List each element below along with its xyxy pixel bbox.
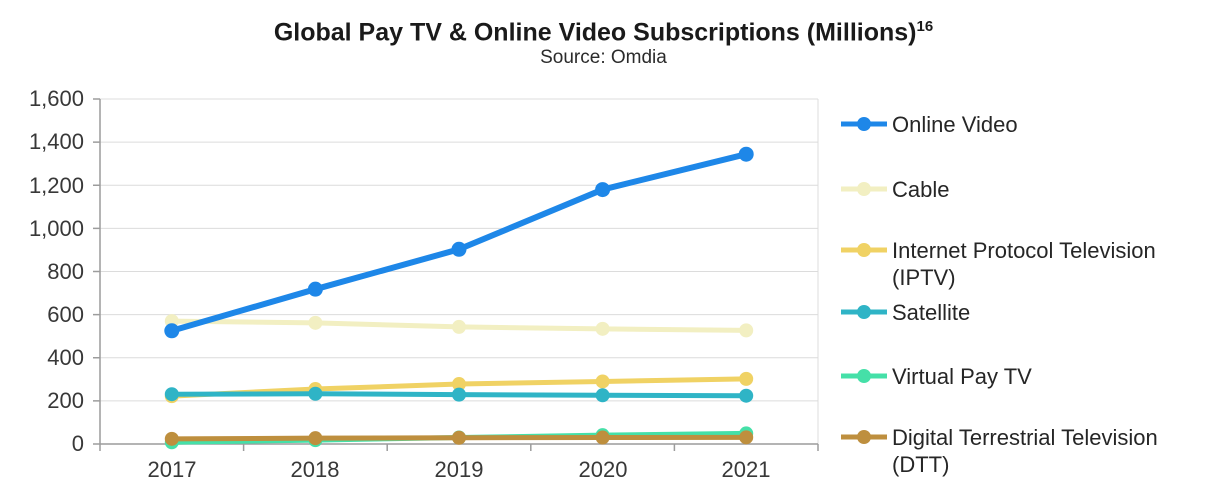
legend-marker-virtual-pay-tv xyxy=(841,369,887,383)
x-tick-label: 2018 xyxy=(290,457,340,482)
x-tick-label: 2017 xyxy=(147,457,197,482)
y-tick-label: 0 xyxy=(71,431,84,456)
chart-title: Global Pay TV & Online Video Subscriptio… xyxy=(0,18,1207,47)
x-tick-label: 2020 xyxy=(578,457,628,482)
legend-label: Online Video xyxy=(892,112,1018,137)
legend-label: Cable xyxy=(892,177,950,202)
legend-item-online-video: Online Video xyxy=(840,111,1018,138)
x-tick-label: 2019 xyxy=(434,457,484,482)
legend-label-line2: (DTT) xyxy=(892,452,950,477)
legend-label-line2: (IPTV) xyxy=(892,265,956,290)
legend-label: Internet Protocol Television xyxy=(892,238,1156,263)
y-tick-label: 1,400 xyxy=(28,129,84,154)
legend-item-iptv: Internet Protocol Television (IPTV) xyxy=(840,237,1156,291)
legend-label: Satellite xyxy=(892,300,971,325)
legend-item-cable: Cable xyxy=(840,176,949,203)
legend-marker-dtt xyxy=(841,430,887,444)
chart-subtitle: Source: Omdia xyxy=(540,47,667,68)
x-tick-label: 2021 xyxy=(721,457,771,482)
legend-marker-iptv xyxy=(841,243,887,257)
legend-marker-cable xyxy=(841,182,887,196)
legend-item-dtt: Digital Terrestrial Television (DTT) xyxy=(840,424,1158,478)
legend: Online Video Cable Internet Protocol Tel… xyxy=(840,0,1200,500)
legend-marker-satellite xyxy=(841,305,887,319)
y-tick-label: 200 xyxy=(47,388,84,413)
y-tick-label: 600 xyxy=(47,302,84,327)
chart-title-footnote-marker: 16 xyxy=(916,18,934,35)
legend-marker-online-video xyxy=(841,117,887,131)
y-tick-label: 1,200 xyxy=(28,173,84,198)
y-tick-label: 800 xyxy=(47,259,84,284)
legend-item-virtual-pay-tv: Virtual Pay TV xyxy=(840,363,1032,390)
legend-label: Virtual Pay TV xyxy=(892,364,1032,389)
legend-item-satellite: Satellite xyxy=(840,299,970,326)
y-tick-label: 1,600 xyxy=(28,86,84,111)
legend-label: Digital Terrestrial Television xyxy=(892,425,1158,450)
chart-title-text: Global Pay TV & Online Video Subscriptio… xyxy=(273,18,917,47)
y-tick-label: 1,000 xyxy=(28,216,84,241)
y-tick-label: 400 xyxy=(47,345,84,370)
